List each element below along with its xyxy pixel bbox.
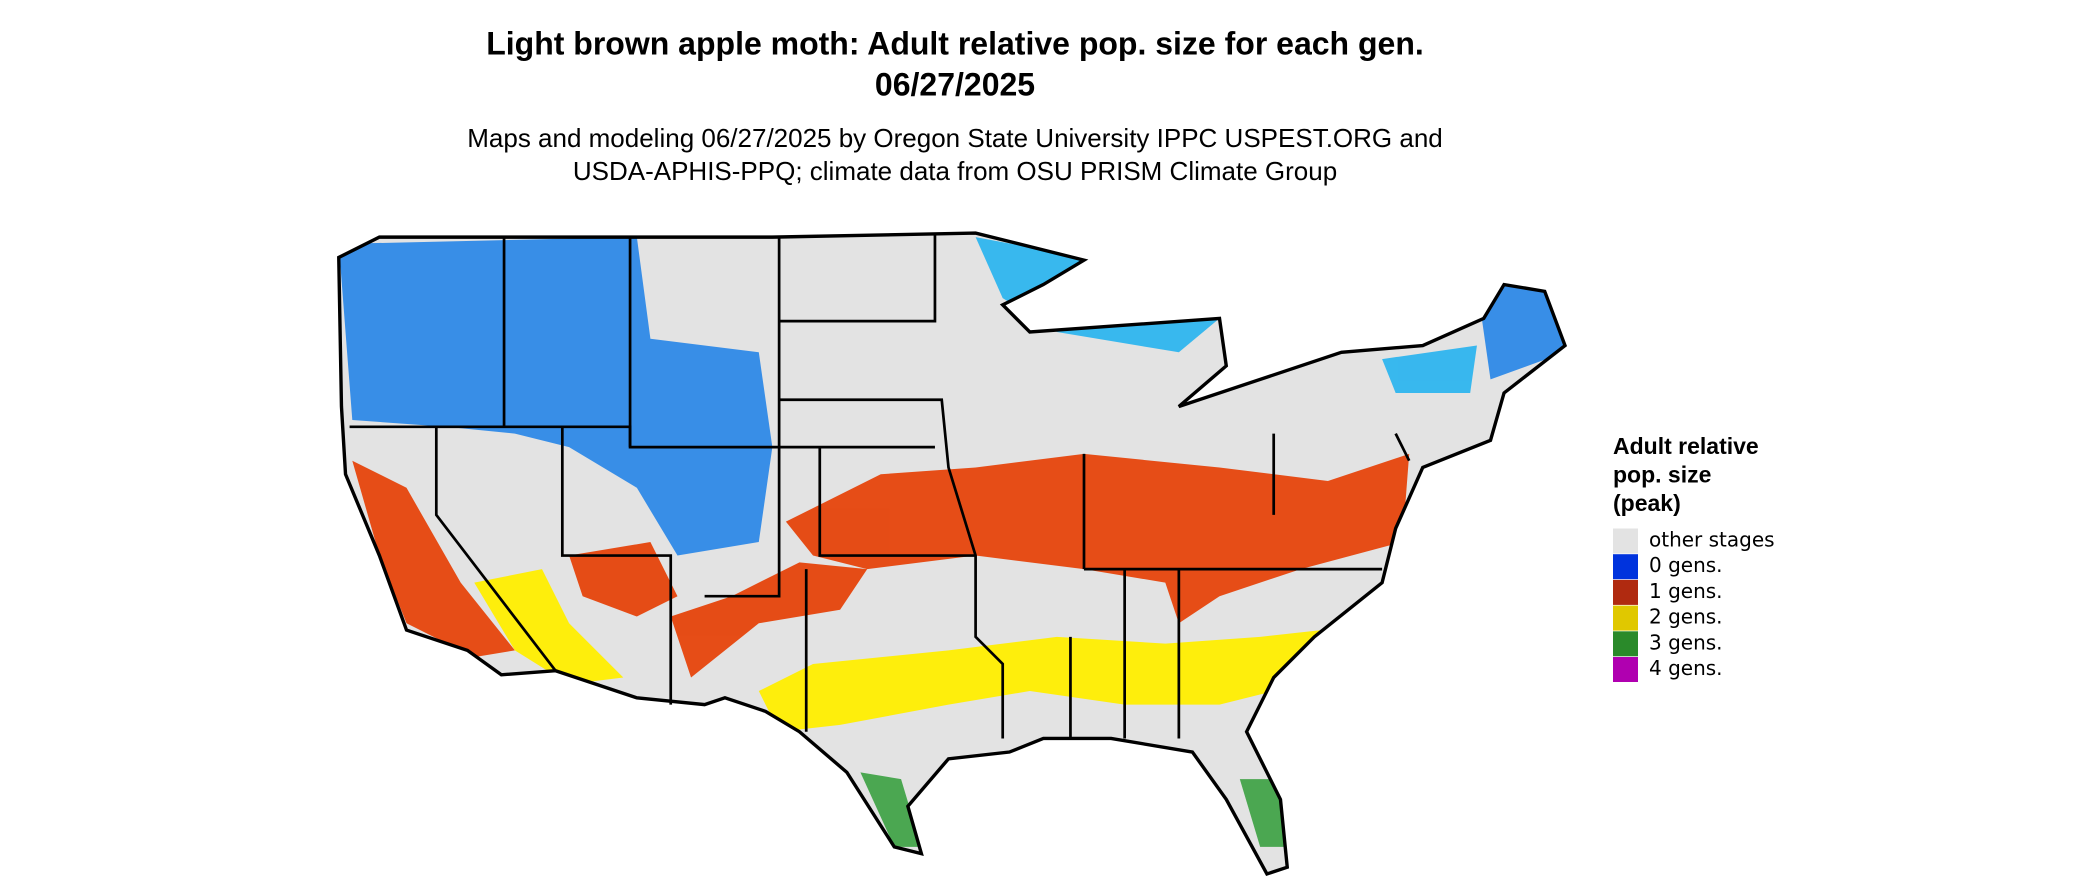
legend-swatch [1613,605,1638,631]
legend-title: (peak) [1613,490,1681,516]
legend-label: 4 gens. [1649,656,1723,680]
legend-label: other stages [1649,528,1775,552]
legend-label: 2 gens. [1649,605,1723,629]
legend-label: 1 gens. [1649,579,1723,603]
legend-swatch [1613,528,1638,554]
legend-swatch [1613,657,1638,682]
zone-2-gens [474,569,1322,732]
us-map [337,231,1568,877]
subtitle: USDA-APHIS-PPQ; climate data from OSU PR… [573,156,1337,186]
legend-label: 3 gens. [1649,630,1723,654]
legend-label: 0 gens. [1649,553,1723,577]
title: 06/27/2025 [875,66,1035,102]
zone-3-gens [860,772,1288,847]
title: Light brown apple moth: Adult relative p… [486,25,1424,61]
legend-swatch [1613,554,1638,580]
legend-title: Adult relative [1613,433,1759,459]
zone-1-gens [352,453,1410,678]
state-borders [349,233,1411,739]
legend-swatch [1613,631,1638,657]
legend-title: pop. size [1613,462,1711,488]
legend-swatch [1613,579,1638,605]
us-outline [337,231,1568,877]
subtitle: Maps and modeling 06/27/2025 by Oregon S… [467,123,1443,153]
